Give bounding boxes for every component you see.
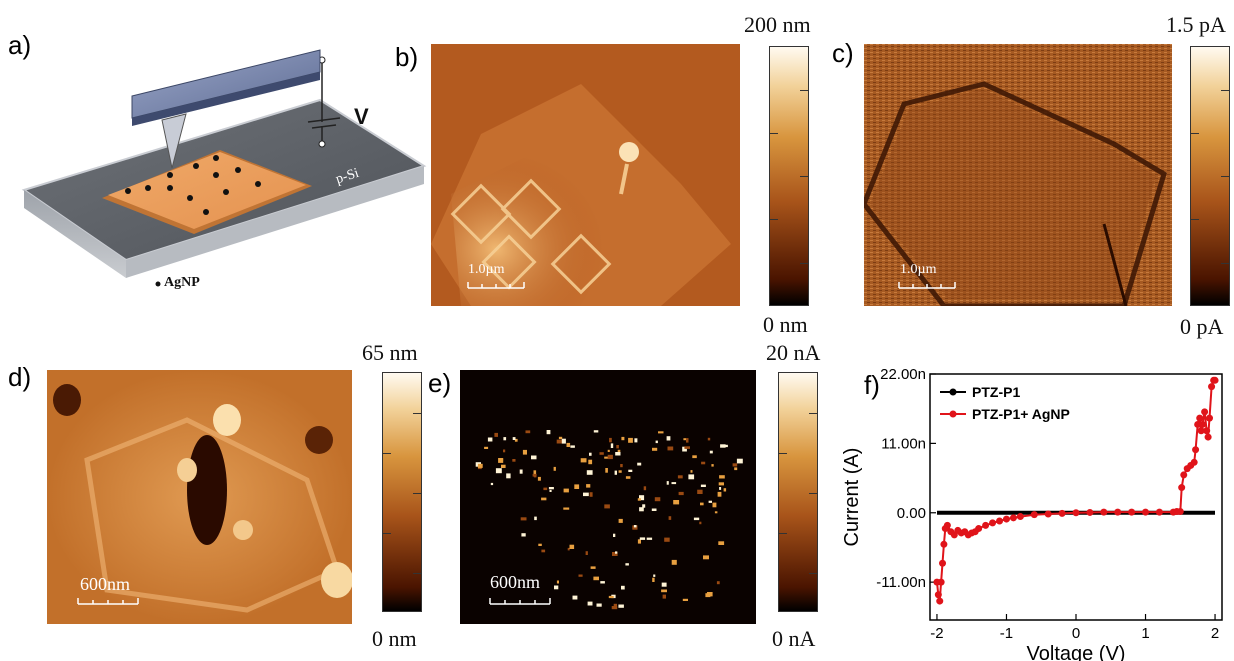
data-point xyxy=(939,559,947,567)
y-tick-label: -11.00n xyxy=(876,574,926,591)
afm-topography-b xyxy=(431,44,740,306)
data-point xyxy=(934,591,942,599)
data-point xyxy=(1100,508,1108,516)
data-point xyxy=(1086,508,1094,516)
colorbar-min-b: 0 nm xyxy=(763,312,808,337)
data-point xyxy=(982,521,990,529)
data-point xyxy=(1199,420,1207,428)
data-point xyxy=(940,540,948,548)
data-point xyxy=(1201,408,1209,416)
colorbar-min-e: 0 nA xyxy=(772,626,816,651)
afm-current-e xyxy=(460,370,756,624)
data-point xyxy=(1197,427,1205,435)
colorbar-b xyxy=(769,46,809,306)
y-tick-label: 22.00n xyxy=(880,366,926,383)
legend-label: PTZ-P1 xyxy=(972,384,1020,400)
data-point xyxy=(975,525,983,533)
data-point xyxy=(1176,508,1184,516)
data-point xyxy=(1178,484,1186,492)
legend-label: PTZ-P1+ AgNP xyxy=(972,406,1070,422)
x-tick-label: 0 xyxy=(1072,625,1080,642)
data-point xyxy=(1211,376,1219,384)
scale-label-b: 1.0µm xyxy=(468,262,505,277)
colorbar-d xyxy=(382,372,422,612)
x-tick-label: -1 xyxy=(1000,625,1013,642)
agnp-legend-label: AgNP xyxy=(164,275,200,290)
panel-label-c: c) xyxy=(832,38,854,68)
colorbar-e xyxy=(778,372,818,612)
panel-label-b: b) xyxy=(395,42,419,72)
data-point xyxy=(1196,414,1204,422)
scale-bar-c xyxy=(898,282,956,289)
scale-bar-d xyxy=(77,598,139,605)
agnp-dots xyxy=(125,155,261,215)
colorbar-max-c: 1.5 pA xyxy=(1166,12,1226,37)
legend-marker xyxy=(949,388,957,396)
data-point xyxy=(1030,511,1038,519)
x-tick-label: -2 xyxy=(930,625,943,642)
data-point xyxy=(989,519,997,527)
scale-label-c: 1.0µm xyxy=(900,262,937,277)
data-point xyxy=(937,578,945,586)
data-point xyxy=(1114,508,1122,516)
data-point xyxy=(1009,514,1017,522)
y-tick-label: 0.00 xyxy=(897,505,926,522)
panel-label-d: d) xyxy=(8,362,32,392)
data-point xyxy=(1058,509,1066,517)
afm-schematic xyxy=(21,49,427,287)
data-point xyxy=(1204,433,1212,441)
data-point xyxy=(1203,427,1211,435)
scale-bar-b xyxy=(467,282,525,289)
afm-current-c xyxy=(864,44,1172,306)
data-point xyxy=(1194,420,1202,428)
iv-chart: -2 -1 0 1 2 22.00n 11.00n 0.00 -11.00n Voltage (V… xyxy=(841,366,1223,661)
afm-cantilever xyxy=(131,49,321,169)
data-point xyxy=(1205,414,1213,422)
panel-label-f: f) xyxy=(864,370,880,400)
voltage-label: V xyxy=(354,104,369,129)
y-tick-label: 11.00n xyxy=(881,435,926,452)
colorbar-min-d: 0 nm xyxy=(372,626,417,651)
data-point xyxy=(1208,383,1216,391)
data-point xyxy=(1072,509,1080,517)
data-point xyxy=(996,517,1004,525)
data-point xyxy=(1192,446,1200,454)
x-axis-label: Voltage (V) xyxy=(1027,643,1126,661)
data-point xyxy=(1002,515,1010,523)
colorbar-max-e: 20 nA xyxy=(766,340,821,365)
data-point xyxy=(1155,508,1163,516)
colorbar-max-b: 200 nm xyxy=(744,12,811,37)
data-point xyxy=(1142,508,1150,516)
data-point xyxy=(1128,508,1136,516)
platelet xyxy=(102,150,312,234)
scale-label-d: 600nm xyxy=(80,574,131,594)
panel-label-e: e) xyxy=(428,368,452,398)
x-tick-label: 2 xyxy=(1211,625,1219,642)
colorbar-min-c: 0 pA xyxy=(1180,314,1224,339)
data-point xyxy=(936,597,944,605)
scale-bar-e xyxy=(489,598,551,605)
y-axis-label: Current (A) xyxy=(841,448,863,547)
data-point xyxy=(1016,513,1024,521)
data-point xyxy=(1190,458,1198,466)
colorbar-c xyxy=(1190,46,1230,306)
panel-label-a: a) xyxy=(8,30,32,60)
data-point xyxy=(1180,471,1188,479)
colorbar-max-d: 65 nm xyxy=(362,340,418,365)
data-point xyxy=(943,521,951,529)
legend-marker xyxy=(949,410,957,418)
scale-label-e: 600nm xyxy=(490,572,541,592)
afm-topography-d xyxy=(47,370,352,624)
data-point xyxy=(1044,510,1052,518)
x-tick-label: 1 xyxy=(1141,625,1149,642)
